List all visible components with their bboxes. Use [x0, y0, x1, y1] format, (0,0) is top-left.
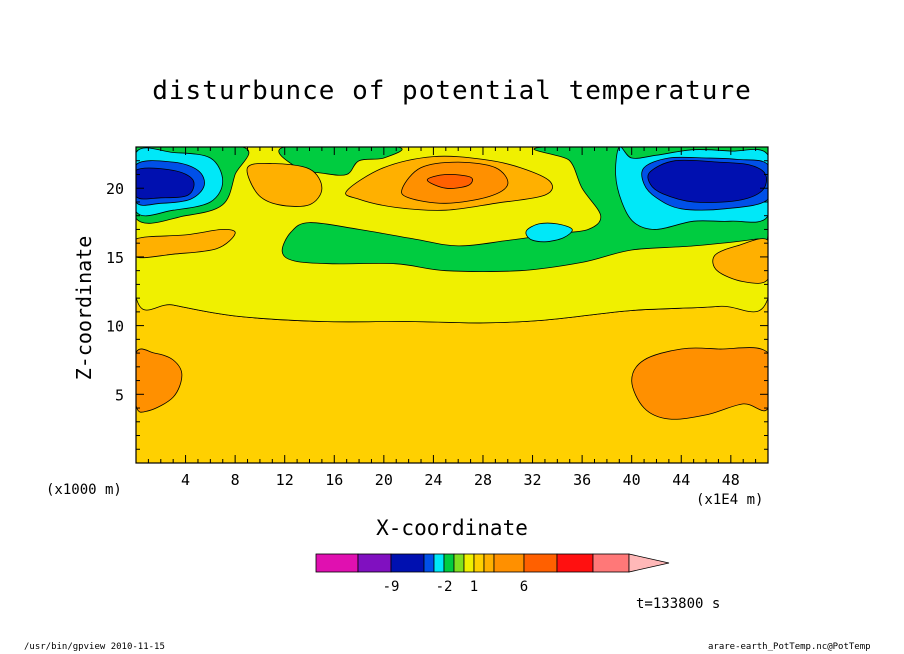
x-axis-label: X-coordinate: [376, 516, 528, 540]
contour-fills: [136, 147, 768, 463]
colorbar-arrow: [628, 553, 670, 573]
x-tick-label: 40: [623, 471, 641, 489]
x-tick-label: 12: [276, 471, 294, 489]
colorbar-bin: [473, 553, 485, 573]
colorbar-bin: [433, 553, 445, 573]
contour-region-level-4: [712, 238, 768, 284]
x-unit-right: (x1E4 m): [696, 492, 764, 508]
contour-region-level-6: [426, 173, 473, 189]
contour-region-level-5: [631, 347, 768, 420]
colorbar-bin: [463, 553, 475, 573]
x-tick-label: 28: [474, 471, 492, 489]
colorbar-bin: [493, 553, 525, 573]
x-tick-label: 44: [672, 471, 690, 489]
colorbar-label: -2: [436, 579, 453, 595]
y-tick-label: 20: [106, 180, 124, 198]
chart-title: disturbunce of potential temperature: [152, 76, 752, 106]
y-tick-label: 5: [115, 386, 124, 404]
x-tick-label: 16: [325, 471, 343, 489]
colorbar-bin: [315, 553, 359, 573]
x-tick-label: 4: [181, 471, 190, 489]
colorbar-label: -9: [383, 579, 400, 595]
colorbar-bin: [453, 553, 465, 573]
time-label: t=133800 s: [636, 596, 721, 612]
footer-left: /usr/bin/gpview 2010-11-15: [24, 642, 165, 652]
colorbar-bin: [556, 553, 594, 573]
x-tick-label: 48: [722, 471, 740, 489]
y-axis-label: Z-coordinate: [72, 235, 96, 381]
y-tick-label: 10: [106, 318, 124, 336]
colorbar-label: 6: [520, 579, 528, 595]
colorbar-bin: [523, 553, 558, 573]
colorbar-label: 1: [470, 579, 478, 595]
colorbar: -9 -2 1 6: [315, 553, 670, 595]
footer-right: arare-earth_PotTemp.nc@PotTemp: [708, 642, 871, 652]
x-unit-left: (x1000 m): [46, 482, 122, 498]
contour-region-level--2: [647, 159, 767, 203]
x-tick-label: 20: [375, 471, 393, 489]
contour-region-level--2: [136, 167, 195, 200]
x-tick-label: 32: [524, 471, 542, 489]
contour-region-level-0: [525, 222, 573, 243]
colorbar-bin: [423, 553, 435, 573]
colorbar-bin: [443, 553, 455, 573]
colorbar-bin: [483, 553, 495, 573]
colorbar-bin: [357, 553, 392, 573]
x-tick-label: 36: [573, 471, 591, 489]
x-tick-label: 8: [231, 471, 240, 489]
contour-region-level-4: [246, 162, 323, 207]
contour-region-level-5: [136, 348, 183, 413]
colorbar-bin: [592, 553, 630, 573]
colorbar-bin: [390, 553, 425, 573]
plot-frame: [135, 146, 769, 464]
y-tick-label: 15: [106, 249, 124, 267]
x-tick-label: 24: [424, 471, 442, 489]
